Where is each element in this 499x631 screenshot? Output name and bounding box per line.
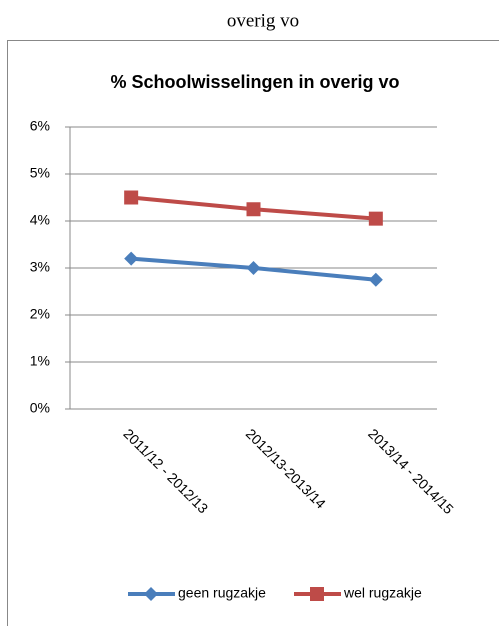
legend-marker: [144, 587, 158, 601]
legend-marker: [310, 587, 324, 601]
y-tick-label: 1%: [30, 353, 50, 369]
chart-border: [8, 41, 499, 627]
marker: [369, 212, 383, 226]
y-tick-label: 6%: [30, 118, 50, 134]
marker: [247, 202, 261, 216]
legend-label: wel rugzakje: [343, 585, 422, 601]
y-tick-label: 0%: [30, 400, 50, 416]
x-tick-label: 2013/14 - 2014/15: [365, 425, 457, 517]
marker: [247, 261, 261, 275]
legend-label: geen rugzakje: [178, 585, 266, 601]
y-tick-label: 5%: [30, 165, 50, 181]
y-tick-label: 2%: [30, 306, 50, 322]
y-tick-label: 4%: [30, 212, 50, 228]
marker: [124, 191, 138, 205]
chart-title: % Schoolwisselingen in overig vo: [110, 72, 399, 92]
x-tick-label: 2011/12 - 2012/13: [120, 425, 211, 516]
marker: [124, 252, 138, 266]
marker: [369, 273, 383, 287]
heading: overig vo: [227, 10, 299, 31]
x-tick-label: 2012/13-2013/14: [243, 425, 329, 511]
y-tick-label: 3%: [30, 259, 50, 275]
